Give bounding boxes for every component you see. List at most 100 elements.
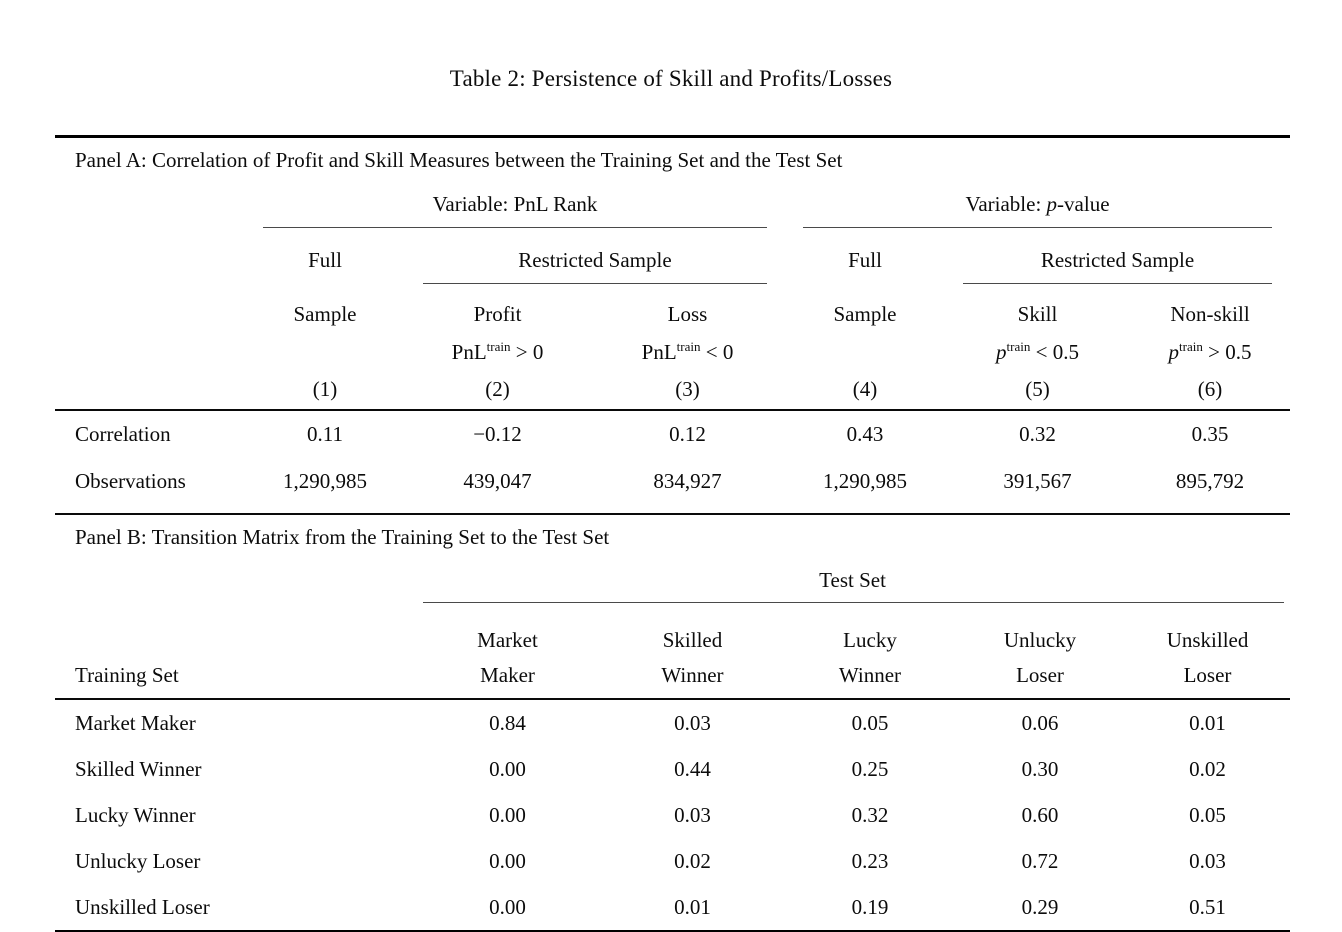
colhead-lucky-winner: Lucky Winner — [785, 612, 955, 698]
spacer-cell — [245, 283, 405, 293]
panel-a-header-rule-cell — [55, 409, 1291, 411]
panel-a-heading: Panel A: Correlation of Profit and Skill… — [75, 148, 843, 172]
table-row: Observations 1,290,985 439,047 834,927 1… — [55, 458, 1290, 505]
value-cell: 0.02 — [674, 848, 711, 873]
value-cell: 0.72 — [1021, 848, 1059, 873]
cond-profit-sup: train — [486, 338, 511, 354]
table-row: Unskilled Loser 0.00 0.01 0.19 0.29 0.51 — [55, 884, 1290, 930]
colhead-sample-left: Sample — [293, 301, 357, 326]
colhead-skill: Skill — [1017, 301, 1058, 326]
panel-b-group-row: Test Set — [55, 558, 1290, 602]
group-header-pnl-rank-label: Variable: PnL Rank — [432, 191, 598, 216]
value-cell: 0.60 — [1021, 802, 1059, 827]
panel-a-header-rule — [55, 409, 1291, 411]
restricted-rules-row — [55, 283, 1290, 293]
table-title: Table 2: Persistence of Skill and Profit… — [449, 66, 893, 91]
row-label: Correlation — [75, 422, 171, 446]
colhead-line: Loser — [1183, 663, 1232, 687]
panel-b-header-rule-cell — [55, 698, 1291, 700]
cond-profit-base: PnL — [451, 339, 487, 364]
value-cell: 0.05 — [851, 710, 889, 735]
value-cell: 0.00 — [489, 894, 526, 919]
panel-a-bottom-rule-cell — [55, 505, 1291, 515]
cond-nonskill-rel: > 0.5 — [1202, 339, 1252, 364]
value-cell: 0.06 — [1021, 710, 1059, 735]
colhead-market-maker: Market Maker — [415, 612, 600, 698]
colhead-loss: Loss — [667, 301, 708, 326]
cond-nonskill: ptrain > 0.5 — [1130, 335, 1290, 369]
pnl-rank-rule-cell — [245, 227, 785, 237]
spacer-cell — [55, 602, 415, 612]
top-rule — [55, 135, 1290, 138]
value-cell: −0.12 — [473, 422, 522, 446]
training-set-label: Training Set — [75, 663, 179, 687]
cond-skill-rel: < 0.5 — [1030, 339, 1079, 364]
group-header-p-value-italic-p: p — [1046, 191, 1058, 216]
value-cell: 0.19 — [851, 894, 889, 919]
cond-skill: ptrain < 0.5 — [945, 335, 1130, 369]
col-number-1: (1) — [312, 376, 338, 401]
panel-a-condition-row: PnLtrain > 0 PnLtrain < 0 ptrain < 0.5 p… — [55, 335, 1290, 369]
col-number-6: (6) — [1197, 376, 1223, 401]
col-number-4: (4) — [852, 376, 878, 401]
cond-profit-rel: > 0 — [510, 339, 544, 364]
colhead-unlucky-loser: Unlucky Loser — [955, 612, 1125, 698]
test-set-rule-cell — [415, 602, 1290, 612]
value-cell: 0.29 — [1021, 894, 1059, 919]
panel-a-header-rule-row — [55, 409, 1291, 411]
panel-a-variable-row: Variable: PnL Rank Variable: p-value — [55, 181, 1290, 227]
colhead-line: Lucky — [843, 628, 897, 652]
spacer-cell — [55, 237, 245, 283]
value-cell: 0.35 — [1191, 422, 1229, 446]
colhead-profit: Profit — [473, 301, 522, 326]
colhead-line: Winner — [661, 663, 724, 687]
row-label: Unlucky Loser — [75, 848, 201, 873]
restricted-left-rule-cell — [405, 283, 785, 293]
cond-skill-base: p — [996, 339, 1007, 364]
cond-loss: PnLtrain < 0 — [590, 335, 785, 369]
cond-nonskill-base: p — [1168, 339, 1180, 364]
colhead-line: Unlucky — [1003, 628, 1077, 652]
group-header-p-value-prefix: Variable: — [965, 191, 1047, 216]
col-number-2: (2) — [485, 376, 510, 401]
spacer-cell — [55, 293, 245, 335]
table-row: Unlucky Loser 0.00 0.02 0.23 0.72 0.03 — [55, 838, 1290, 884]
value-cell: 0.11 — [307, 422, 343, 446]
value-cell: 0.00 — [489, 848, 526, 873]
p-value-rule — [803, 227, 1273, 228]
value-cell: 0.00 — [489, 802, 526, 827]
table-row: Lucky Winner 0.00 0.03 0.32 0.60 0.05 — [55, 792, 1290, 838]
value-cell: 0.03 — [674, 710, 711, 735]
panel-b-column-header-row: Training Set Market Maker Skilled Winner L… — [55, 612, 1290, 698]
group-rules-row — [55, 227, 1290, 237]
panel-a-column-number-row: (1) (2) (3) (4) (5) (6) — [55, 369, 1290, 409]
group-header-p-value: Variable: p-value — [785, 181, 1290, 227]
value-cell: 0.00 — [489, 756, 526, 781]
test-set-rule-row — [55, 602, 1290, 612]
cond-nonskill-sup: train — [1179, 338, 1203, 354]
value-cell: 0.32 — [851, 802, 889, 827]
colhead-sample-right: Sample — [833, 301, 897, 326]
panel-a-subgroup-row: Full Restricted Sample Full Restricted S… — [55, 237, 1290, 283]
value-cell: 0.03 — [1189, 848, 1226, 873]
row-label: Observations — [75, 469, 186, 493]
group-header-test-set: Test Set — [819, 567, 886, 592]
cond-loss-sup: train — [676, 338, 701, 354]
table-2-block: Panel A: Correlation of Profit and Skill… — [55, 135, 1291, 932]
spacer-cell — [55, 335, 245, 369]
value-cell: 0.12 — [669, 422, 706, 446]
colhead-skilled-winner: Skilled Winner — [600, 612, 785, 698]
value-cell: 834,927 — [653, 469, 722, 493]
spacer-cell — [245, 335, 405, 369]
colhead-line: Maker — [480, 663, 535, 687]
colhead-line: Unskilled — [1166, 628, 1249, 652]
panel-b-header-rule — [55, 698, 1291, 700]
value-cell: 0.44 — [674, 756, 711, 781]
value-cell: 0.25 — [851, 756, 889, 781]
spacer-cell — [55, 558, 415, 602]
p-value-rule-cell — [785, 227, 1290, 237]
cond-skill-sup: train — [1006, 338, 1031, 354]
cond-loss-rel: < 0 — [700, 339, 734, 364]
panel-b-table: Test Set Training Set Market Maker Skille… — [55, 558, 1291, 930]
value-cell: 895,792 — [1175, 469, 1245, 493]
